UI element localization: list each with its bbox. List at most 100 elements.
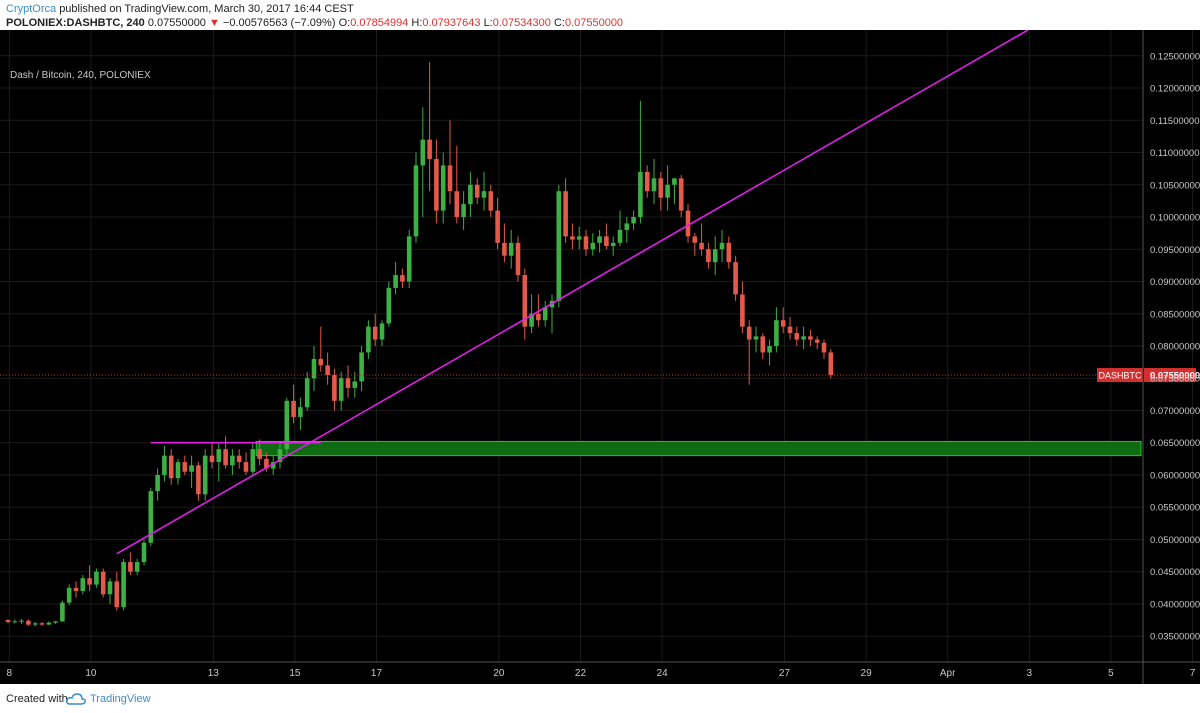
candle-body [291,400,296,417]
price-chart[interactable]: DASHBTC 0.07550000 0.035000000.040000000.… [0,30,1200,684]
candle-body [270,462,276,469]
publish-line: CryptOrca published on TradingView.com, … [6,3,354,15]
support-zone [255,440,1142,457]
candle-body [481,191,487,198]
candle-body [461,204,466,218]
candle-body [420,139,426,166]
last-price-line: DASHBTC 0.07550000 [0,368,1200,383]
close-label: C: [553,17,565,29]
candle-body [257,449,262,459]
candle-body [284,400,290,450]
x-tick-label: 13 [208,668,220,679]
candle-body [80,578,86,592]
candle-body [352,381,358,388]
x-tick-label: Apr [940,668,956,679]
y-tick-label: 0.07500000 [1150,374,1200,385]
support-zone-rect [255,440,1142,457]
candle-body [597,236,602,243]
tradingview-cloud-icon [66,693,86,705]
y-tick-label: 0.06000000 [1150,470,1200,481]
chart-area[interactable]: DASHBTC 0.07550000 0.03500000 0.04000000 0.… [0,30,1200,684]
candle-body [774,320,779,346]
candle-body [570,236,575,240]
chart-legend: Dash / Bitcoin, 240, POLONIEX [10,70,151,81]
open-value: 0.07854994 [350,17,409,29]
candle-body [32,623,38,625]
candle-body [332,375,337,401]
candle-body [400,275,405,282]
candle-body [447,165,453,192]
candle-body [311,358,317,379]
candle-body [529,313,534,327]
candle-body [175,462,181,479]
candle-body [189,465,194,472]
ohlc-line: POLONIEX:DASHBTC, 240 0.07550000 ▼ −0.00… [6,17,623,29]
candle-body [12,621,18,623]
price-axis[interactable]: 0.03500000 0.04000000 0.04500000 0.05000000… [1142,30,1200,684]
candle-body [223,449,228,466]
candle-body [685,210,691,237]
x-tick-label: 29 [861,668,873,679]
candle-body [563,191,568,237]
high-value: 0.07937643 [422,17,481,29]
candle-body [264,458,269,469]
candle-body [338,378,344,401]
candle-body [794,333,800,340]
candle-body [515,242,521,276]
candle-body [434,158,439,211]
x-tick-label: 10 [85,668,97,679]
y-tick-label: 0.06500000 [1150,438,1200,449]
candle-body [746,326,752,340]
candle-body [536,313,541,321]
candle-body [121,562,126,608]
candle-body [5,620,11,623]
ascending-trendline [116,30,1029,555]
low-value: 0.07534300 [492,17,551,29]
candle-body [726,242,732,263]
candle-body [814,339,820,343]
candle-body [393,275,398,288]
y-tick-label: 0.12000000 [1150,84,1200,95]
candle-body [787,326,793,334]
x-tick-label: 17 [371,668,383,679]
candle-body [73,587,79,592]
candle-body [760,336,766,353]
candle-body [801,336,806,340]
candle-body [631,217,636,224]
y-tick-label: 0.08500000 [1150,309,1200,320]
candle-body [583,236,589,250]
published-text: published on TradingView.com, March 30, … [59,3,354,15]
candle-body [740,294,745,327]
y-tick-label: 0.11000000 [1150,148,1200,159]
candle-body [196,465,201,495]
x-tick-label: 7 [1190,668,1196,679]
last-price-value: 0.07550000 [147,17,206,29]
change-value: −0.00576563 (−7.09%) [222,17,336,29]
candle-body [366,326,371,353]
candle-body [502,242,507,256]
candle-body [454,191,460,218]
candle-body [638,171,643,218]
candle-body [658,178,664,198]
time-axis[interactable]: 8 10 13 15 17 20 22 24 27 29 Apr 3 5 7 [0,661,1200,679]
candle-body [590,242,596,250]
candle-body [733,262,738,295]
candle-body [46,622,52,625]
symbol-label: POLONIEX:DASHBTC, 240 [6,17,145,29]
candle-body [209,455,215,463]
candle-body [406,236,412,282]
candle-body [556,191,562,301]
y-tick-label: 0.09000000 [1150,277,1200,288]
candle-body [236,455,242,463]
candle-body [230,455,235,466]
tradingview-link[interactable]: TradingView [90,693,151,705]
y-tick-label: 0.03500000 [1150,632,1200,643]
author-link[interactable]: CryptOrca [6,3,57,15]
candle-body [134,562,140,572]
candle-body [508,242,514,256]
candle-body [66,587,72,603]
y-tick-label: 0.11500000 [1150,116,1200,127]
x-tick-label: 8 [6,668,12,679]
candle-body [780,320,786,327]
candle-body [753,336,759,340]
